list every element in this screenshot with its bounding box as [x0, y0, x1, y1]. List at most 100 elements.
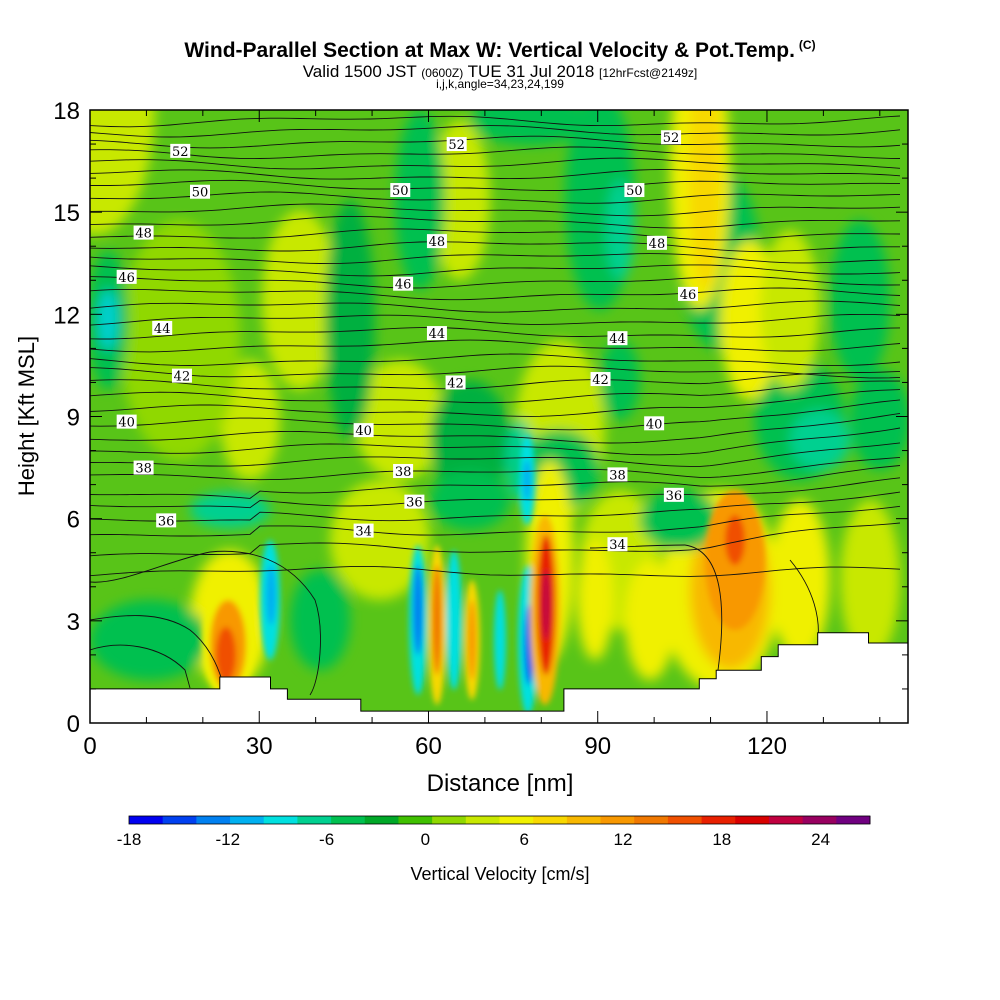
contour-label: 44	[607, 331, 628, 347]
velocity-core	[725, 515, 745, 565]
valid-utc: (0600Z)	[421, 66, 464, 80]
theta-contours	[90, 115, 901, 696]
colorbar-tick-label: -12	[216, 830, 241, 849]
theta-contour-line	[90, 287, 901, 301]
colorbar-swatch	[768, 816, 804, 824]
theta-contour-line	[90, 135, 901, 149]
x-axis: 0 30 60 90 120	[83, 110, 881, 760]
contour-label-box	[590, 372, 611, 387]
velocity-patch	[830, 220, 890, 380]
theta-contour-line	[90, 389, 901, 417]
colorbar-tick-label: -18	[117, 830, 142, 849]
velocity-patch	[355, 360, 445, 480]
velocity-patch	[430, 470, 510, 530]
velocity-patch	[98, 290, 118, 350]
contour-label-text: 42	[447, 376, 464, 391]
velocity-patch	[325, 200, 375, 440]
theta-contour-line	[90, 125, 901, 138]
velocity-core	[216, 627, 236, 683]
contour-label-text: 50	[192, 186, 209, 201]
velocity-patch	[625, 560, 675, 680]
colorbar-swatch	[129, 816, 164, 824]
contour-label-text: 38	[395, 465, 412, 480]
contour-label-box	[661, 130, 682, 145]
velocity-core	[468, 600, 476, 680]
contour-label-text: 40	[646, 417, 663, 432]
colorbar-swatch	[701, 816, 736, 824]
velocity-patch	[790, 410, 850, 470]
theta-contour-line	[90, 477, 901, 509]
contour-label-text: 44	[429, 327, 446, 342]
velocity-patch	[760, 230, 820, 390]
contour-label: 38	[393, 463, 414, 480]
theta-contour-line	[90, 380, 900, 404]
theta-contour-line	[90, 275, 901, 289]
contour-label: 36	[156, 513, 177, 529]
theta-contour-line	[90, 241, 900, 253]
chart-subtitle: Valid 1500 JST (0600Z) TUE 31 Jul 2018 […	[0, 62, 1000, 82]
colorbar-swatch	[600, 816, 635, 824]
theta-contour-line	[90, 353, 901, 367]
contour-label-box	[133, 460, 154, 475]
contour-label-text: 34	[355, 525, 372, 540]
contour-label-box	[644, 416, 665, 431]
velocity-patch	[120, 220, 240, 460]
contour-label: 50	[624, 183, 645, 199]
theta-contour-line	[90, 179, 901, 191]
contour-label-text: 42	[174, 370, 191, 385]
contour-label-box	[607, 331, 628, 346]
colorbar-tick-label: 12	[614, 830, 633, 849]
contour-label-text: 38	[135, 462, 152, 477]
contour-label-box	[116, 414, 137, 429]
colorbar-tick-label: 18	[712, 830, 731, 849]
theta-contour-line	[90, 146, 901, 160]
contour-label: 44	[426, 326, 447, 342]
velocity-core	[494, 590, 506, 690]
theta-contour-line	[90, 427, 901, 456]
contour-label: 50	[390, 183, 411, 199]
contour-label-text: 36	[406, 496, 423, 511]
colorbar-swatch	[364, 816, 399, 824]
contour-label: 48	[133, 225, 154, 242]
velocity-patch	[330, 480, 430, 600]
theta-contour-line	[90, 399, 901, 431]
contour-label-text: 52	[448, 138, 465, 153]
contour-label: 34	[607, 537, 628, 553]
contour-label-box	[393, 276, 414, 291]
velocity-core	[413, 565, 423, 655]
contour-label-box	[445, 375, 466, 390]
colorbar-swatch	[802, 816, 837, 824]
contour-label: 52	[446, 137, 467, 153]
theta-contour-line	[90, 191, 901, 204]
theta-contour-line	[90, 339, 901, 353]
contour-label-box	[646, 235, 667, 250]
velocity-patch	[220, 360, 280, 480]
contour-label-box	[156, 513, 177, 528]
contour-label-text: 48	[429, 235, 446, 250]
contour-label: 42	[590, 372, 611, 388]
y-tick-label: 18	[53, 98, 80, 125]
colorbar-swatch	[297, 816, 332, 824]
theta-contour-line	[90, 522, 901, 557]
y-tick-label: 3	[67, 609, 80, 636]
contour-label-box	[677, 286, 698, 301]
x-axis-label: Distance [nm]	[427, 770, 574, 797]
y-tick-label: 6	[67, 507, 80, 534]
contour-label: 52	[661, 130, 682, 146]
contour-label-text: 46	[680, 288, 697, 303]
y-tick-label: 9	[67, 405, 80, 432]
contour-label: 40	[116, 414, 137, 431]
grid-indices: i,j,k,angle=34,23,24,199	[436, 77, 564, 91]
contour-label-text: 36	[158, 514, 175, 529]
contour-label: 40	[644, 416, 665, 432]
vertical-velocity-field: 52 52 52 50 50 50 48 48 48 46 46 46 44 44 44 42 42 42 40 40…	[90, 110, 908, 723]
contour-label-text: 46	[395, 278, 412, 293]
theta-contour-line	[90, 313, 901, 326]
velocity-patch	[262, 210, 338, 390]
contour-label-text: 50	[392, 184, 409, 199]
velocity-patch	[850, 370, 908, 470]
x-tick-label: 30	[246, 733, 273, 760]
contour-label-box	[190, 184, 211, 199]
x-tick-label: 0	[83, 733, 96, 760]
